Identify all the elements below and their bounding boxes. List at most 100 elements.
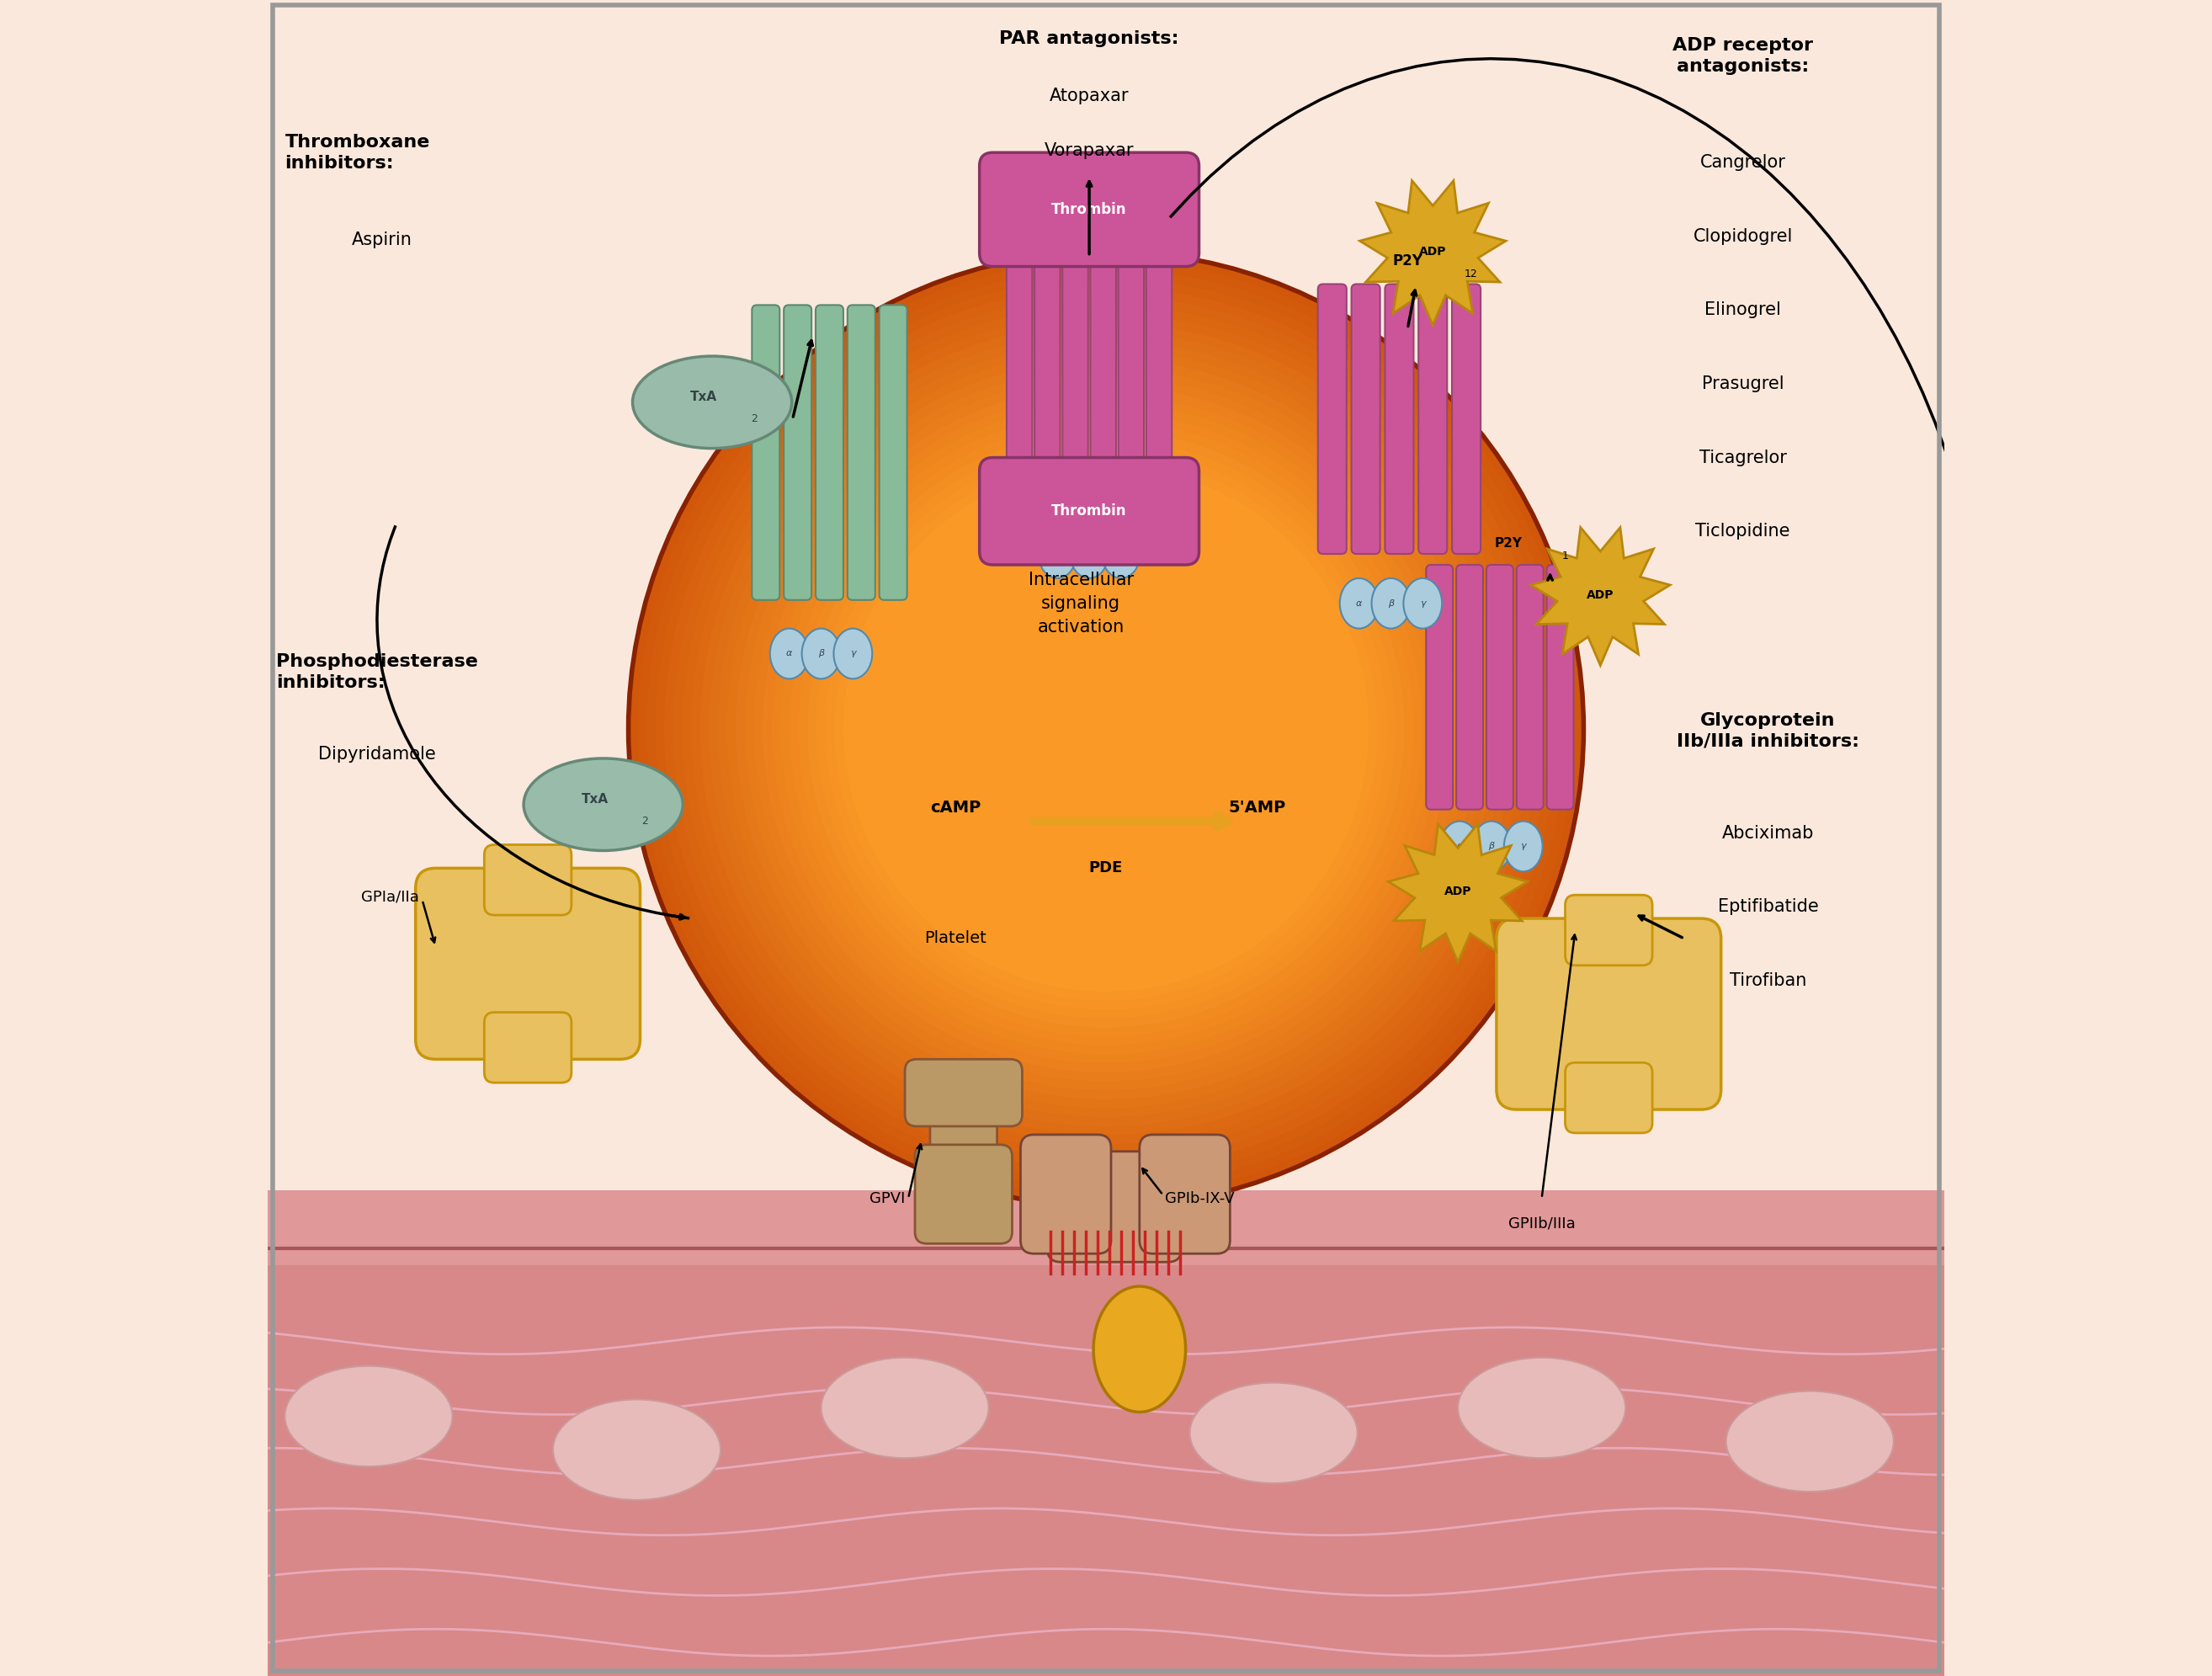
Circle shape: [781, 404, 1431, 1054]
FancyBboxPatch shape: [1020, 1135, 1110, 1254]
Text: Glycoprotein
IIb/IIIa inhibitors:: Glycoprotein IIb/IIIa inhibitors:: [1677, 712, 1860, 751]
Text: β: β: [818, 649, 825, 659]
Text: GPIb-IX-V: GPIb-IX-V: [1166, 1190, 1234, 1207]
FancyBboxPatch shape: [1146, 179, 1172, 508]
Circle shape: [690, 313, 1522, 1145]
FancyBboxPatch shape: [752, 305, 779, 600]
FancyBboxPatch shape: [484, 1012, 571, 1083]
Text: β: β: [1387, 598, 1394, 608]
FancyBboxPatch shape: [1566, 1063, 1652, 1133]
Circle shape: [843, 466, 1369, 992]
FancyBboxPatch shape: [1418, 283, 1447, 553]
Circle shape: [763, 385, 1449, 1073]
FancyBboxPatch shape: [1318, 283, 1347, 553]
FancyBboxPatch shape: [416, 868, 639, 1059]
Circle shape: [745, 367, 1467, 1091]
Text: γ: γ: [1119, 548, 1124, 558]
Ellipse shape: [834, 628, 872, 679]
Text: Clopidogrel: Clopidogrel: [1692, 228, 1792, 245]
Text: α: α: [1455, 841, 1462, 851]
FancyBboxPatch shape: [1498, 918, 1721, 1110]
Ellipse shape: [1458, 1358, 1626, 1458]
FancyBboxPatch shape: [1517, 565, 1544, 810]
Circle shape: [664, 287, 1548, 1172]
Text: Prasugrel: Prasugrel: [1701, 375, 1783, 392]
Text: Aspirin: Aspirin: [352, 231, 411, 248]
Circle shape: [754, 377, 1458, 1081]
Text: γ: γ: [849, 649, 856, 659]
Text: Ticlopidine: Ticlopidine: [1694, 523, 1790, 540]
Text: Intracellular
signaling
activation: Intracellular signaling activation: [1029, 572, 1133, 635]
FancyBboxPatch shape: [1486, 565, 1513, 810]
Text: ADP: ADP: [1420, 245, 1447, 258]
FancyBboxPatch shape: [1071, 1183, 1157, 1197]
Ellipse shape: [801, 628, 841, 679]
Ellipse shape: [553, 1399, 721, 1500]
Ellipse shape: [1504, 821, 1542, 872]
FancyBboxPatch shape: [1035, 179, 1060, 508]
Text: Dipyridamole: Dipyridamole: [319, 746, 436, 763]
Text: β: β: [1489, 841, 1495, 851]
Circle shape: [628, 251, 1584, 1207]
Text: 2: 2: [750, 414, 757, 424]
Circle shape: [737, 359, 1475, 1099]
Ellipse shape: [524, 758, 684, 851]
Text: Vorapaxar: Vorapaxar: [1044, 142, 1135, 159]
Ellipse shape: [633, 355, 792, 447]
FancyBboxPatch shape: [1566, 895, 1652, 965]
FancyBboxPatch shape: [1385, 283, 1413, 553]
Text: Phosphodiesterase
inhibitors:: Phosphodiesterase inhibitors:: [276, 654, 478, 692]
Text: P2Y: P2Y: [1495, 536, 1522, 550]
Text: Tirofiban: Tirofiban: [1730, 972, 1807, 989]
Ellipse shape: [1037, 528, 1077, 578]
Text: β: β: [1086, 548, 1093, 558]
Circle shape: [728, 350, 1484, 1108]
Text: GPIIb/IIIa: GPIIb/IIIa: [1509, 1215, 1575, 1232]
Text: α: α: [785, 649, 792, 659]
Text: Atopaxar: Atopaxar: [1048, 87, 1128, 104]
Text: Abciximab: Abciximab: [1721, 825, 1814, 841]
Text: TxA: TxA: [582, 793, 608, 806]
Text: TxA: TxA: [690, 391, 717, 404]
Text: P2Y: P2Y: [1394, 253, 1422, 268]
FancyBboxPatch shape: [929, 1081, 998, 1173]
Ellipse shape: [285, 1366, 453, 1466]
Circle shape: [672, 297, 1540, 1161]
Circle shape: [790, 412, 1422, 1046]
Polygon shape: [1360, 181, 1506, 325]
FancyBboxPatch shape: [1455, 565, 1482, 810]
Circle shape: [646, 270, 1566, 1188]
FancyBboxPatch shape: [1062, 179, 1088, 508]
Polygon shape: [1389, 825, 1528, 962]
FancyBboxPatch shape: [905, 1059, 1022, 1126]
Ellipse shape: [1725, 1391, 1893, 1492]
Text: 2: 2: [641, 816, 648, 826]
FancyBboxPatch shape: [268, 1190, 1944, 1265]
Ellipse shape: [821, 1358, 989, 1458]
FancyBboxPatch shape: [847, 305, 876, 600]
Circle shape: [816, 439, 1396, 1019]
FancyBboxPatch shape: [980, 458, 1199, 565]
Circle shape: [799, 422, 1413, 1036]
FancyBboxPatch shape: [1427, 565, 1453, 810]
Text: 12: 12: [1464, 268, 1478, 280]
Circle shape: [825, 449, 1387, 1009]
Text: ADP: ADP: [1586, 588, 1615, 602]
Text: GPVI: GPVI: [869, 1190, 905, 1207]
FancyBboxPatch shape: [1546, 565, 1573, 810]
Text: ADP: ADP: [1444, 885, 1471, 898]
Text: α: α: [1055, 548, 1060, 558]
Text: Cangrelor: Cangrelor: [1701, 154, 1785, 171]
Text: α: α: [1356, 598, 1363, 608]
FancyBboxPatch shape: [816, 305, 843, 600]
Ellipse shape: [1190, 1383, 1358, 1483]
Circle shape: [834, 458, 1378, 1001]
Ellipse shape: [1402, 578, 1442, 628]
FancyBboxPatch shape: [783, 305, 812, 600]
Text: 1: 1: [1562, 550, 1568, 561]
Text: PAR antagonists:: PAR antagonists:: [1000, 30, 1179, 47]
Circle shape: [637, 260, 1575, 1198]
Circle shape: [655, 278, 1557, 1180]
FancyBboxPatch shape: [916, 1145, 1013, 1244]
Text: ADP receptor
antagonists:: ADP receptor antagonists:: [1672, 37, 1814, 75]
